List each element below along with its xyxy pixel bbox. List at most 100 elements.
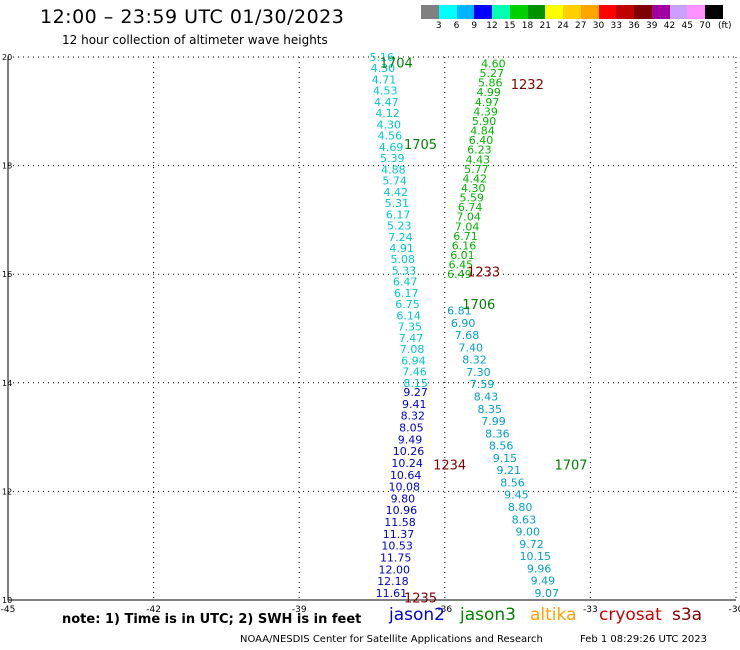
wave-height-value: 4.43 — [466, 153, 491, 166]
wave-height-value: 4.88 — [381, 163, 406, 176]
wave-height-value: 9.00 — [515, 526, 540, 539]
color-swatch — [634, 5, 652, 19]
wave-height-value: 5.23 — [387, 220, 412, 233]
wave-height-value: 5.59 — [459, 192, 484, 205]
wave-height-value: 8.63 — [512, 513, 537, 526]
color-swatch — [492, 5, 510, 19]
color-scale-label: 12 — [486, 21, 498, 31]
wave-height-value: 7.59 — [470, 378, 495, 391]
wave-height-value: 8.35 — [477, 403, 502, 416]
wave-height-value: 4.84 — [470, 125, 495, 138]
color-scale-label: 6 — [453, 21, 460, 31]
wave-height-value: 9.15 — [493, 452, 518, 465]
color-swatch — [509, 5, 528, 19]
wave-height-value: 9.07 — [534, 587, 559, 600]
wave-height-value: 5.16 — [369, 51, 394, 64]
wave-height-value: 8.15 — [403, 377, 428, 390]
color-scale-label: 39 — [646, 21, 658, 31]
wave-height-value: 9.45 — [504, 489, 529, 502]
wave-height-value: 6.94 — [401, 354, 426, 367]
wave-height-value: 6.75 — [395, 298, 420, 311]
color-swatch — [598, 5, 617, 19]
wave-height-value: 9.72 — [519, 538, 544, 551]
color-scale-unit: (ft) — [717, 21, 732, 31]
wave-height-value: 7.08 — [400, 343, 425, 356]
wave-height-value: 5.86 — [478, 77, 503, 90]
color-scale-label: 21 — [539, 21, 551, 31]
wave-height-value: 10.15 — [520, 550, 552, 563]
color-scale-label: 27 — [575, 21, 587, 31]
wave-height-value: 11.75 — [380, 551, 412, 564]
color-swatch — [669, 5, 688, 19]
wave-height-value: 5.74 — [382, 175, 407, 188]
color-scale-label: 42 — [663, 21, 676, 31]
legend-item-s3a: s3a — [672, 605, 703, 625]
wave-height-value: 6.17 — [386, 208, 411, 221]
wave-height-value: 6.90 — [451, 317, 476, 330]
wave-height-value: 8.05 — [399, 421, 424, 434]
map-subtitle: 12 hour collection of altimeter wave hei… — [62, 33, 328, 47]
wave-height-value: 4.39 — [473, 105, 498, 118]
credit-line: NOAA/NESDIS Center for Satellite Applica… — [240, 634, 543, 645]
wave-height-value: 9.41 — [402, 398, 427, 411]
color-scale-label: 45 — [681, 21, 693, 31]
y-tick-label: 20 — [2, 53, 12, 62]
wave-height-value: 4.99 — [476, 86, 501, 99]
wave-height-value: 7.68 — [455, 329, 480, 342]
y-tick-label: 10 — [2, 596, 12, 605]
y-tick-label: 18 — [2, 162, 12, 171]
color-scale-label: 18 — [521, 21, 534, 31]
wave-height-value: 9.49 — [398, 433, 423, 446]
map-title: 12:00 – 23:59 UTC 01/30/2023 — [40, 6, 345, 28]
wave-height-value: 10.53 — [381, 540, 413, 553]
wave-height-value: 6.47 — [393, 276, 418, 289]
legend-item-jason2: jason2 — [389, 605, 445, 625]
color-swatch — [563, 5, 581, 19]
wave-height-value: 6.45 — [449, 259, 474, 272]
color-swatch — [616, 5, 634, 19]
wave-height-value: 4.69 — [379, 141, 404, 154]
wave-height-value: 6.49 — [447, 268, 472, 281]
wave-height-value: 8.56 — [500, 476, 525, 489]
wave-height-value: 11.37 — [383, 528, 415, 541]
color-swatch — [651, 5, 670, 19]
color-swatch — [705, 5, 723, 19]
color-swatch — [527, 5, 546, 19]
wave-height-value: 7.24 — [388, 231, 413, 244]
color-scale-label: 36 — [628, 21, 640, 31]
x-tick-label: -42 — [146, 605, 161, 615]
wave-height-value: 12.18 — [377, 575, 409, 588]
wave-height-value: 4.60 — [481, 58, 506, 71]
x-tick-label: -30 — [729, 605, 740, 615]
color-swatch — [421, 5, 439, 19]
wave-height-value: 5.90 — [472, 115, 497, 128]
wave-height-value: 10.24 — [391, 457, 423, 470]
wave-height-value: 6.17 — [394, 287, 419, 300]
wave-height-value: 10.08 — [389, 481, 421, 494]
legend-item-altika: altika — [530, 605, 577, 625]
wave-height-value: 7.46 — [402, 366, 427, 379]
wave-height-value: 5.08 — [391, 253, 416, 266]
color-swatch — [474, 5, 492, 19]
wave-height-value: 8.56 — [489, 440, 514, 453]
wave-height-value: 7.99 — [481, 415, 506, 428]
color-scale-label: 30 — [592, 21, 605, 31]
pass-number-label: 1705 — [404, 138, 437, 153]
wave-height-value: 10.64 — [390, 469, 422, 482]
wave-height-value: 5.39 — [380, 152, 405, 165]
color-swatch — [438, 5, 457, 19]
wave-height-value: 7.30 — [466, 366, 491, 379]
wave-height-value: 10.96 — [386, 504, 418, 517]
x-tick-label: -36 — [437, 605, 452, 615]
wave-height-value: 6.14 — [396, 309, 421, 322]
pass-number-label: 1704 — [380, 56, 413, 71]
legend-item-jason3: jason3 — [460, 605, 516, 625]
wave-height-value: 8.36 — [485, 427, 510, 440]
wave-height-value: 4.30 — [371, 62, 396, 75]
wave-height-value: 4.30 — [461, 182, 486, 195]
wave-height-value: 6.74 — [458, 201, 483, 214]
wave-height-value: 7.40 — [459, 341, 484, 354]
color-swatch — [687, 5, 705, 19]
pass-number-label: 1232 — [511, 78, 544, 93]
